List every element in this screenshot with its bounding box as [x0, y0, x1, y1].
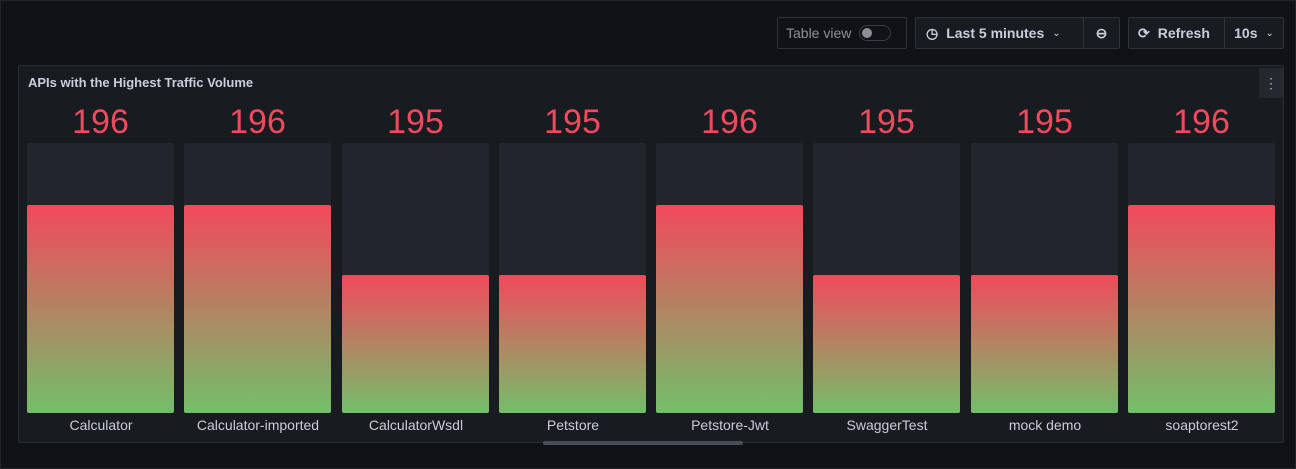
bar-label: CalculatorWsdl — [368, 417, 464, 433]
table-view-toggle[interactable]: Table view — [777, 17, 907, 49]
bar-gauge: 196 Calculator-imported — [184, 102, 331, 438]
bar-fill — [499, 274, 646, 413]
refresh-button[interactable]: ⟳ Refresh — [1129, 18, 1225, 48]
bar-gauge: 195 CalculatorWsdl — [342, 102, 489, 438]
bar-gauge: 196 Calculator — [27, 102, 174, 438]
bar-track — [971, 143, 1118, 413]
time-range-label: Last 5 minutes — [946, 25, 1045, 41]
clock-icon: ◷ — [926, 24, 939, 41]
bar-fill — [656, 205, 803, 413]
chevron-down-icon: ⌄ — [1052, 27, 1061, 39]
bar-value: 196 — [1173, 103, 1230, 141]
bar-gauge: 195 Petstore — [499, 102, 646, 438]
refresh-picker: ⟳ Refresh 10s ⌄ — [1128, 17, 1284, 49]
bar-label: mock demo — [1008, 417, 1082, 433]
bar-fill — [342, 274, 489, 413]
bar-value: 195 — [858, 103, 915, 141]
bar-gauge-panel: APIs with the Highest Traffic Volume ⋮ 1… — [18, 65, 1284, 443]
bar-track — [27, 143, 174, 413]
panel-title: APIs with the Highest Traffic Volume — [28, 75, 254, 90]
bar-label: SwaggerTest — [846, 417, 928, 433]
bar-track — [342, 143, 489, 413]
refresh-label: Refresh — [1157, 25, 1210, 41]
bar-label: Calculator-imported — [196, 417, 320, 433]
bar-fill — [184, 205, 331, 413]
table-view-label: Table view — [786, 25, 852, 41]
bar-label: Petstore — [546, 417, 600, 433]
time-picker: ◷ Last 5 minutes ⌄ ⊖ — [915, 17, 1120, 49]
bar-gauge: 196 Petstore-Jwt — [656, 102, 803, 438]
bar-label: Petstore-Jwt — [691, 417, 769, 433]
bar-value: 196 — [72, 103, 129, 141]
bar-value: 195 — [387, 103, 444, 141]
bar-value: 195 — [544, 103, 601, 141]
zoom-out-button[interactable]: ⊖ — [1084, 25, 1119, 42]
bar-fill — [971, 274, 1118, 413]
bar-track — [499, 143, 646, 413]
bar-value: 196 — [701, 103, 758, 141]
bar-gauge: 195 mock demo — [971, 102, 1118, 438]
bar-gauge: 195 SwaggerTest — [813, 102, 960, 438]
bar-track — [1128, 143, 1275, 413]
bar-gauge: 196 soaptorest2 — [1128, 102, 1275, 438]
bar-fill — [1128, 205, 1275, 413]
refresh-icon: ⟳ — [1138, 24, 1150, 41]
bar-fill — [27, 205, 174, 413]
chevron-down-icon: ⌄ — [1265, 27, 1274, 39]
panel-menu-button[interactable]: ⋮ — [1259, 68, 1283, 98]
toggle-switch[interactable] — [859, 25, 892, 41]
bar-label: Calculator — [69, 417, 133, 433]
time-range-button[interactable]: ◷ Last 5 minutes ⌄ — [916, 18, 1084, 48]
horizontal-scrollbar[interactable] — [543, 441, 743, 445]
bar-track — [184, 143, 331, 413]
bar-track — [656, 143, 803, 413]
refresh-interval: 10s — [1234, 25, 1258, 41]
bar-value: 195 — [1016, 103, 1073, 141]
bar-label: soaptorest2 — [1165, 417, 1239, 433]
bar-value: 196 — [229, 103, 286, 141]
bar-fill — [813, 274, 960, 413]
zoom-out-icon: ⊖ — [1095, 24, 1108, 41]
refresh-interval-select[interactable]: 10s ⌄ — [1225, 25, 1283, 41]
bar-track — [813, 143, 960, 413]
